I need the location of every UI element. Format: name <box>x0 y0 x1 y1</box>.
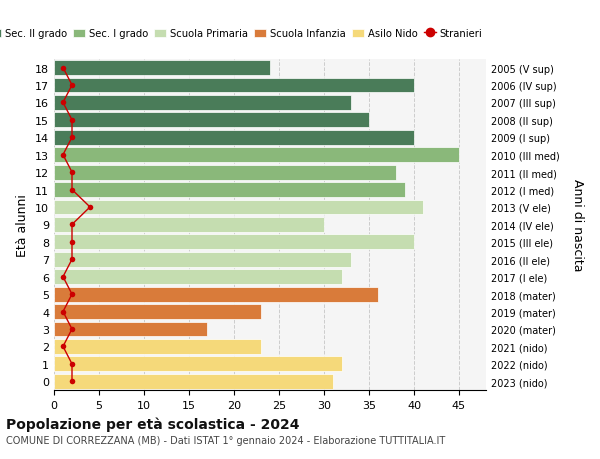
Y-axis label: Età alunni: Età alunni <box>16 194 29 256</box>
Text: Popolazione per età scolastica - 2024: Popolazione per età scolastica - 2024 <box>6 416 299 431</box>
Point <box>58 65 68 72</box>
Bar <box>54 374 333 389</box>
Bar <box>54 218 324 232</box>
Bar <box>54 339 261 354</box>
Point <box>67 117 77 124</box>
Bar <box>54 287 378 302</box>
Point <box>58 308 68 315</box>
Point <box>85 204 95 211</box>
Point <box>58 100 68 107</box>
Point <box>58 274 68 281</box>
Bar <box>54 96 351 111</box>
Point <box>67 378 77 385</box>
Legend: Sec. II grado, Sec. I grado, Scuola Primaria, Scuola Infanzia, Asilo Nido, Stran: Sec. II grado, Sec. I grado, Scuola Prim… <box>0 25 486 43</box>
Point <box>67 360 77 368</box>
Bar <box>54 235 414 250</box>
Point <box>67 134 77 142</box>
Bar <box>54 252 351 267</box>
Bar <box>54 61 270 76</box>
Point <box>67 325 77 333</box>
Point <box>67 186 77 194</box>
Bar <box>54 322 207 336</box>
Bar <box>54 113 369 128</box>
Point <box>58 343 68 350</box>
Point <box>67 221 77 229</box>
Point <box>58 151 68 159</box>
Point <box>67 82 77 90</box>
Point <box>67 256 77 263</box>
Bar <box>54 130 414 146</box>
Bar <box>54 357 342 371</box>
Bar <box>54 148 459 163</box>
Y-axis label: Anni di nascita: Anni di nascita <box>571 179 584 271</box>
Bar <box>54 200 423 215</box>
Text: COMUNE DI CORREZZANA (MB) - Dati ISTAT 1° gennaio 2024 - Elaborazione TUTTITALIA: COMUNE DI CORREZZANA (MB) - Dati ISTAT 1… <box>6 435 445 445</box>
Point <box>67 169 77 176</box>
Bar <box>54 78 414 93</box>
Point <box>67 291 77 298</box>
Point <box>67 239 77 246</box>
Bar <box>54 270 342 285</box>
Bar <box>54 304 261 319</box>
Bar <box>54 183 405 197</box>
Bar <box>54 165 396 180</box>
